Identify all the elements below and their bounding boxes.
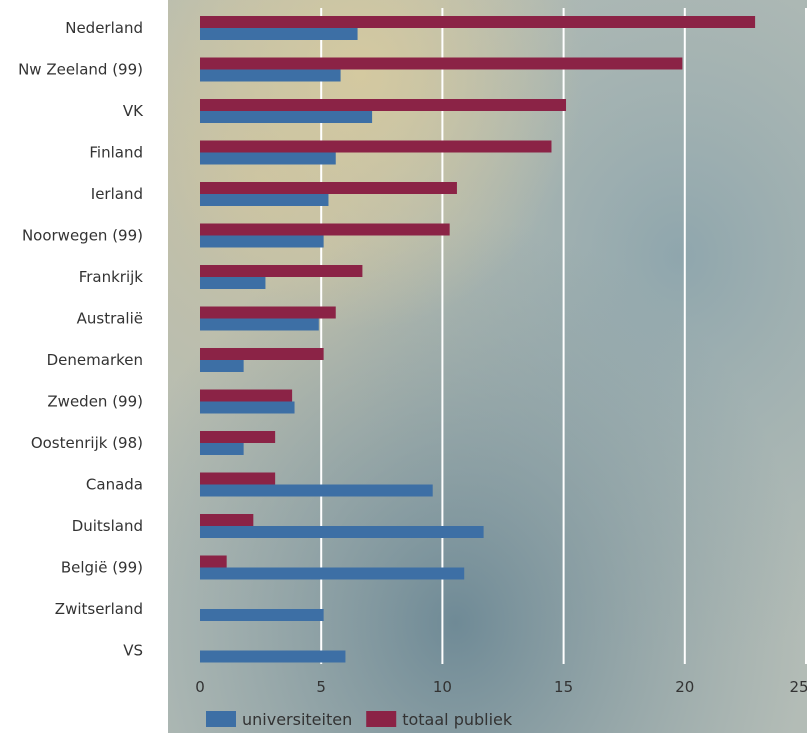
category-label-0: Nederland bbox=[65, 19, 143, 37]
bar-universiteiten-12 bbox=[200, 526, 484, 538]
x-tick-label-4: 20 bbox=[675, 678, 694, 696]
legend-label-1: totaal publiek bbox=[402, 710, 513, 729]
category-label-9: Zweden (99) bbox=[47, 393, 143, 411]
bar-totaal-publiek-6 bbox=[200, 265, 363, 277]
bars bbox=[200, 16, 756, 663]
legend-label-0: universiteiten bbox=[242, 710, 352, 729]
bar-universiteiten-11 bbox=[200, 484, 433, 497]
x-tick-label-0: 0 bbox=[195, 678, 205, 696]
bar-universiteiten-6 bbox=[200, 277, 266, 289]
x-tick-label-5: 25 bbox=[789, 678, 807, 696]
legend: universiteiten totaal publiek bbox=[206, 710, 513, 729]
category-label-14: Zwitserland bbox=[55, 600, 143, 618]
category-label-8: Denemarken bbox=[47, 351, 143, 369]
bar-universiteiten-7 bbox=[200, 318, 319, 331]
bar-totaal-publiek-0 bbox=[200, 16, 756, 28]
bar-universiteiten-15 bbox=[200, 650, 346, 663]
category-label-3: Finland bbox=[89, 144, 143, 162]
bar-universiteiten-8 bbox=[200, 360, 244, 372]
x-tick-labels: 0 5 10 15 20 25 bbox=[195, 678, 807, 696]
bar-totaal-publiek-10 bbox=[200, 431, 276, 443]
bar-totaal-publiek-4 bbox=[200, 182, 457, 194]
bar-universiteiten-0 bbox=[200, 28, 358, 40]
category-label-4: Ierland bbox=[91, 185, 143, 203]
legend-swatch-1 bbox=[366, 711, 397, 727]
bar-totaal-publiek-3 bbox=[200, 140, 552, 153]
bar-totaal-publiek-11 bbox=[200, 472, 276, 485]
category-label-15: VS bbox=[123, 642, 143, 660]
category-label-2: VK bbox=[123, 102, 144, 120]
category-label-11: Canada bbox=[86, 476, 143, 494]
bar-universiteiten-14 bbox=[200, 609, 324, 621]
bar-totaal-publiek-12 bbox=[200, 514, 254, 526]
category-label-7: Australië bbox=[77, 310, 143, 328]
bar-universiteiten-1 bbox=[200, 69, 341, 82]
bar-totaal-publiek-1 bbox=[200, 57, 683, 70]
bar-totaal-publiek-8 bbox=[200, 348, 324, 360]
bar-totaal-publiek-9 bbox=[200, 389, 293, 402]
bar-universiteiten-3 bbox=[200, 152, 336, 165]
category-label-5: Noorwegen (99) bbox=[22, 227, 143, 245]
bar-universiteiten-5 bbox=[200, 235, 324, 248]
bar-universiteiten-13 bbox=[200, 567, 465, 580]
category-label-13: België (99) bbox=[61, 559, 143, 577]
category-label-1: Nw Zeeland (99) bbox=[18, 61, 143, 79]
x-tick-label-1: 5 bbox=[316, 678, 326, 696]
category-label-12: Duitsland bbox=[72, 517, 143, 535]
x-tick-label-3: 15 bbox=[554, 678, 573, 696]
category-label-6: Frankrijk bbox=[79, 268, 144, 286]
bar-totaal-publiek-7 bbox=[200, 306, 336, 319]
category-labels: Nederland Nw Zeeland (99) VK Finland Ierland… bbox=[18, 19, 144, 660]
bar-totaal-publiek-5 bbox=[200, 223, 450, 236]
bar-totaal-publiek-2 bbox=[200, 99, 567, 111]
legend-swatch-0 bbox=[206, 711, 236, 727]
bar-universiteiten-2 bbox=[200, 111, 373, 123]
bar-universiteiten-10 bbox=[200, 443, 244, 455]
bar-universiteiten-4 bbox=[200, 194, 329, 206]
bar-totaal-publiek-13 bbox=[200, 555, 227, 568]
category-label-10: Oostenrijk (98) bbox=[31, 434, 143, 452]
gridlines bbox=[320, 8, 807, 664]
bar-universiteiten-9 bbox=[200, 401, 295, 414]
x-tick-label-2: 10 bbox=[433, 678, 452, 696]
